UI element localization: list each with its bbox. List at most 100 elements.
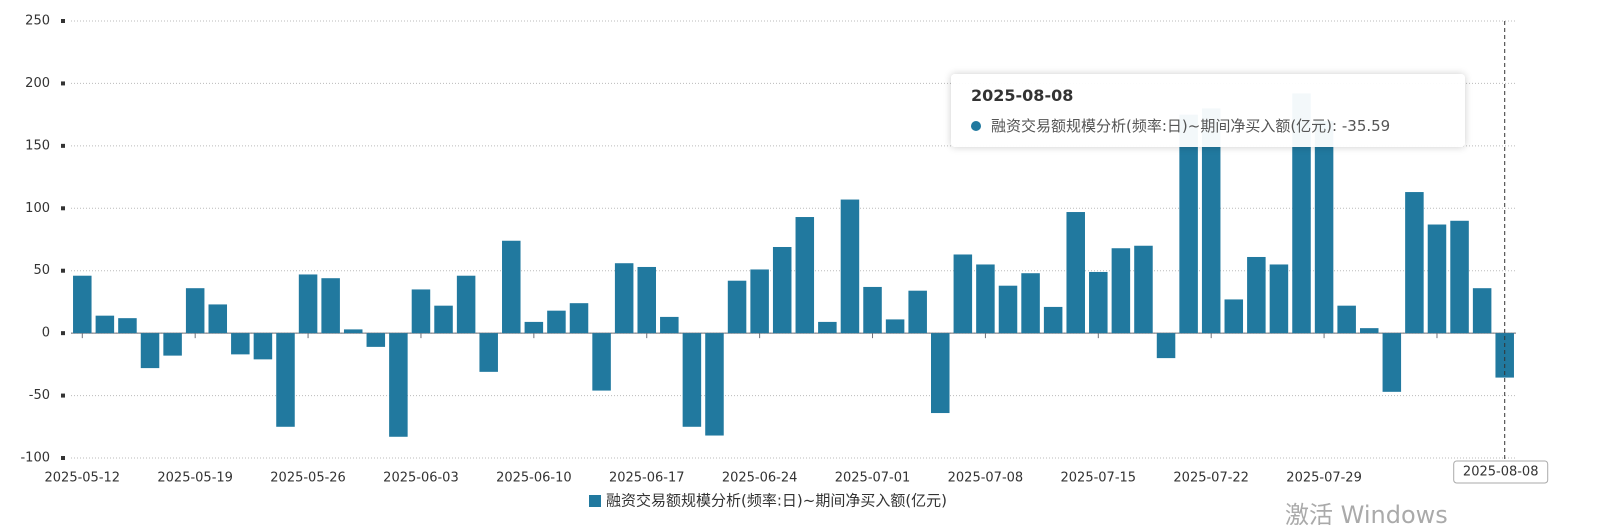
bar	[1247, 256, 1266, 334]
tooltip-value: -35.59	[1341, 117, 1391, 135]
y-tick-mark	[61, 268, 65, 273]
bar	[1043, 306, 1063, 334]
bar	[366, 333, 386, 347]
bar	[908, 290, 927, 334]
bar	[321, 278, 340, 334]
legend-swatch	[589, 495, 601, 507]
x-tick-label: 2025-06-24	[722, 471, 798, 486]
y-tick-label: 200	[25, 76, 50, 91]
bar	[1382, 333, 1402, 392]
tooltip-text: 融资交易额规模分析(频率:日)~期间净买入额(亿元):	[991, 117, 1338, 135]
bar	[637, 266, 656, 334]
bar	[343, 329, 363, 334]
bar	[185, 288, 205, 334]
y-tick-label: 250	[25, 14, 50, 29]
bar	[795, 217, 815, 334]
watermark: 激活 Windows	[1285, 501, 1448, 525]
bar	[389, 333, 408, 437]
x-tick-label: 2025-07-08	[948, 471, 1024, 486]
x-tick-label: 2025-05-26	[270, 471, 346, 486]
y-tick-label: 100	[25, 201, 50, 216]
bar	[998, 285, 1018, 334]
y-tick-mark	[61, 331, 65, 336]
x-tick-label: 2025-07-22	[1173, 471, 1249, 486]
y-tick-mark	[61, 456, 65, 460]
bar	[1314, 120, 1334, 334]
bar	[434, 305, 453, 334]
bar	[1269, 264, 1289, 334]
bar	[818, 321, 837, 334]
y-tick-label: 0	[42, 326, 50, 341]
bar	[1156, 333, 1176, 359]
axis-pointer-label: 2025-08-08	[1463, 465, 1539, 480]
bar	[298, 274, 318, 334]
bar	[1292, 93, 1311, 334]
y-tick-label: -50	[29, 388, 50, 403]
axis-pointer-box	[1453, 460, 1549, 484]
y-tick-mark	[61, 206, 65, 211]
y-tick-label: 50	[33, 263, 50, 278]
bar	[140, 333, 160, 369]
x-tick-label: 2025-07-29	[1286, 471, 1362, 486]
bar	[614, 263, 634, 334]
bar	[660, 316, 679, 334]
x-tick-label: 2025-05-19	[157, 471, 233, 486]
bar	[1472, 288, 1492, 334]
y-tick-label: 150	[25, 138, 50, 153]
bar	[1427, 224, 1447, 334]
bar	[1179, 114, 1198, 334]
bar	[705, 333, 724, 436]
bar	[73, 275, 92, 334]
bar	[1224, 299, 1244, 334]
bar	[118, 318, 137, 334]
y-tick-mark	[61, 81, 65, 86]
bar	[524, 321, 544, 334]
bar	[276, 333, 295, 427]
bar	[1021, 273, 1040, 334]
bar	[1405, 192, 1424, 334]
bar	[953, 254, 973, 334]
x-tick-label: 2025-06-17	[609, 471, 685, 486]
bar	[502, 240, 521, 334]
x-tick-label: 2025-07-01	[835, 471, 911, 486]
bar	[231, 333, 250, 355]
bar	[1111, 248, 1131, 334]
bar	[1359, 328, 1379, 334]
bar	[1066, 212, 1085, 334]
bar	[1089, 271, 1108, 334]
bar	[931, 333, 950, 414]
bar	[208, 304, 228, 334]
bar	[547, 310, 566, 334]
bar	[411, 289, 431, 334]
tooltip-date: 2025-08-08	[971, 86, 1074, 105]
y-tick-mark	[61, 393, 65, 398]
bar	[750, 269, 769, 334]
bar	[95, 315, 115, 334]
y-tick-label: -100	[20, 451, 50, 466]
tooltip: 2025-08-08 融资交易额规模分析(频率:日)~期间净买入额(亿元): -…	[951, 74, 1465, 147]
y-tick-mark	[61, 143, 65, 148]
bar	[885, 319, 905, 334]
bar	[863, 286, 882, 334]
x-tick-label: 2025-06-03	[383, 471, 459, 486]
bar	[772, 246, 792, 334]
bar	[840, 199, 860, 334]
bar	[1495, 333, 1514, 378]
bar	[1134, 245, 1153, 334]
x-tick-label: 2025-06-10	[496, 471, 572, 486]
bar	[976, 264, 995, 334]
bar	[1450, 220, 1469, 334]
bar	[1201, 108, 1221, 334]
x-tick-label: 2025-07-15	[1061, 471, 1137, 486]
bar	[592, 333, 611, 391]
tooltip-dot	[971, 121, 981, 131]
bar	[253, 333, 273, 360]
bar	[569, 303, 589, 334]
y-tick-mark	[61, 19, 65, 23]
x-tick-label: 2025-05-12	[45, 471, 121, 486]
bar	[682, 333, 702, 427]
bar	[479, 333, 498, 372]
